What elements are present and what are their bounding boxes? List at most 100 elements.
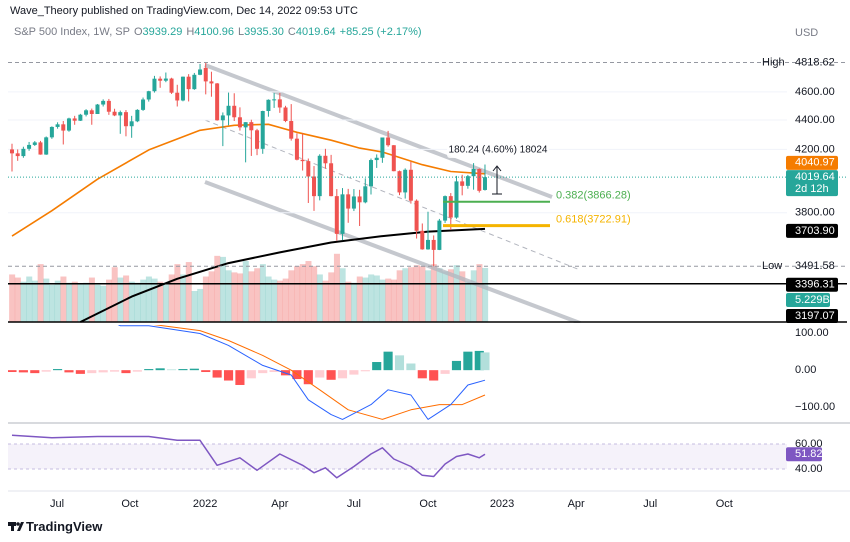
volume-bar [470,270,477,322]
macd-hist-bar [64,370,74,373]
volume-bar [362,277,369,322]
macd-hist-bar [110,370,120,372]
candle-body [49,126,54,138]
price-label: 3491.58 [795,260,835,272]
candle-body [106,100,111,112]
price-label: 3197.07 [795,310,835,322]
price-badge [786,277,838,292]
volume-bar [459,271,466,322]
macd-hist-bar [258,370,268,374]
volume-bar [299,264,306,322]
volume-bar [9,274,16,322]
candle-body [386,137,391,146]
measure-box [447,142,549,158]
volume-bar [276,280,283,322]
volume-bar [134,282,141,322]
ohlc-key: L [238,26,245,38]
volume-bar [373,275,380,322]
macd-hist-bar [429,370,439,381]
volume-bar [356,276,363,322]
ohlc-value: 4100.96 [194,26,235,38]
candle-body [169,78,174,93]
candle-body [232,105,237,118]
candle-body [112,111,117,116]
macd-hist-bar [144,369,154,371]
candle-body [158,78,163,81]
volume-bar [151,278,158,322]
price-label: 3703.90 [795,225,835,237]
price-label: 4019.64 [795,171,835,183]
x-tick-label: Oct [121,498,138,510]
price-label-prefix: High [762,56,785,68]
price-badge [786,170,838,197]
rsi-badge [786,447,822,462]
published-note: Wave_Theory published on TradingView.com… [10,5,358,17]
channel-lower [204,180,581,323]
channel-upper [204,63,553,199]
volume-bar [225,270,232,322]
volume-bar [254,268,261,322]
ohlc-value: 4019.64 [295,26,336,38]
macd-hist-bar [303,370,313,385]
candle-body [346,194,351,209]
fib-label: 0.618(3722.91) [556,214,631,226]
price-label: 4040.97 [795,157,835,169]
price-label-sub: 2d 12h [795,183,829,195]
macd-hist-bar [451,360,462,371]
candle-body [123,112,128,127]
volume-bar [430,264,437,322]
macd-hist-bar [463,351,473,371]
macd-hist-bar [30,370,40,374]
candle-body [89,110,94,114]
candle-body [306,161,311,177]
candle-body [180,76,185,101]
candle-body [38,142,43,155]
volume-bar [43,278,50,322]
volume-bar [402,268,409,322]
price-label: 4818.62 [795,56,835,68]
price-badge [786,308,838,323]
volume-bar [37,264,44,322]
volume-badge [786,292,830,307]
candle-body [243,122,248,128]
candle-body [255,130,260,149]
symbol: S&P 500 Index, 1W, SP [14,26,130,38]
candle-body [454,181,459,218]
volume-bar [100,285,107,322]
price-label-prefix: Low [762,260,782,272]
volume-layer [9,253,489,322]
candle-body [203,67,208,82]
volume-bar [385,278,392,322]
macd-tick-label: −100.00 [795,401,835,413]
measure-tool: 180.24 (4.60%) 18024 [447,142,549,195]
rsi-layer [8,434,787,479]
volume-bar [128,281,135,322]
candle-body [135,109,140,122]
candle-body [374,157,379,161]
legend: S&P 500 Index, 1W, SP O3939.29 H4100.96 L39… [14,26,422,38]
macd-tick-label: 0.00 [795,364,816,376]
candle-body [237,117,242,128]
candle-body [425,239,430,250]
currency: USD [795,27,818,39]
volume-bar [111,267,118,322]
macd-hist-bar [372,362,382,371]
candle-body [334,196,339,234]
volume-bar [442,271,449,322]
candle-body [471,168,476,177]
volume-bar [465,281,472,322]
logo-part [16,522,20,526]
macd-hist-bar [212,370,222,378]
volume-bar [157,281,164,322]
x-tick-label: Oct [716,498,733,510]
logo-part [11,522,14,531]
macd-hist-bar [166,369,177,371]
macd-hist-bar [41,370,51,372]
candle-body [260,111,265,149]
volume-bar [77,283,84,322]
volume-bar [185,262,192,322]
price-badge [786,155,838,170]
volume-bar [94,284,101,322]
